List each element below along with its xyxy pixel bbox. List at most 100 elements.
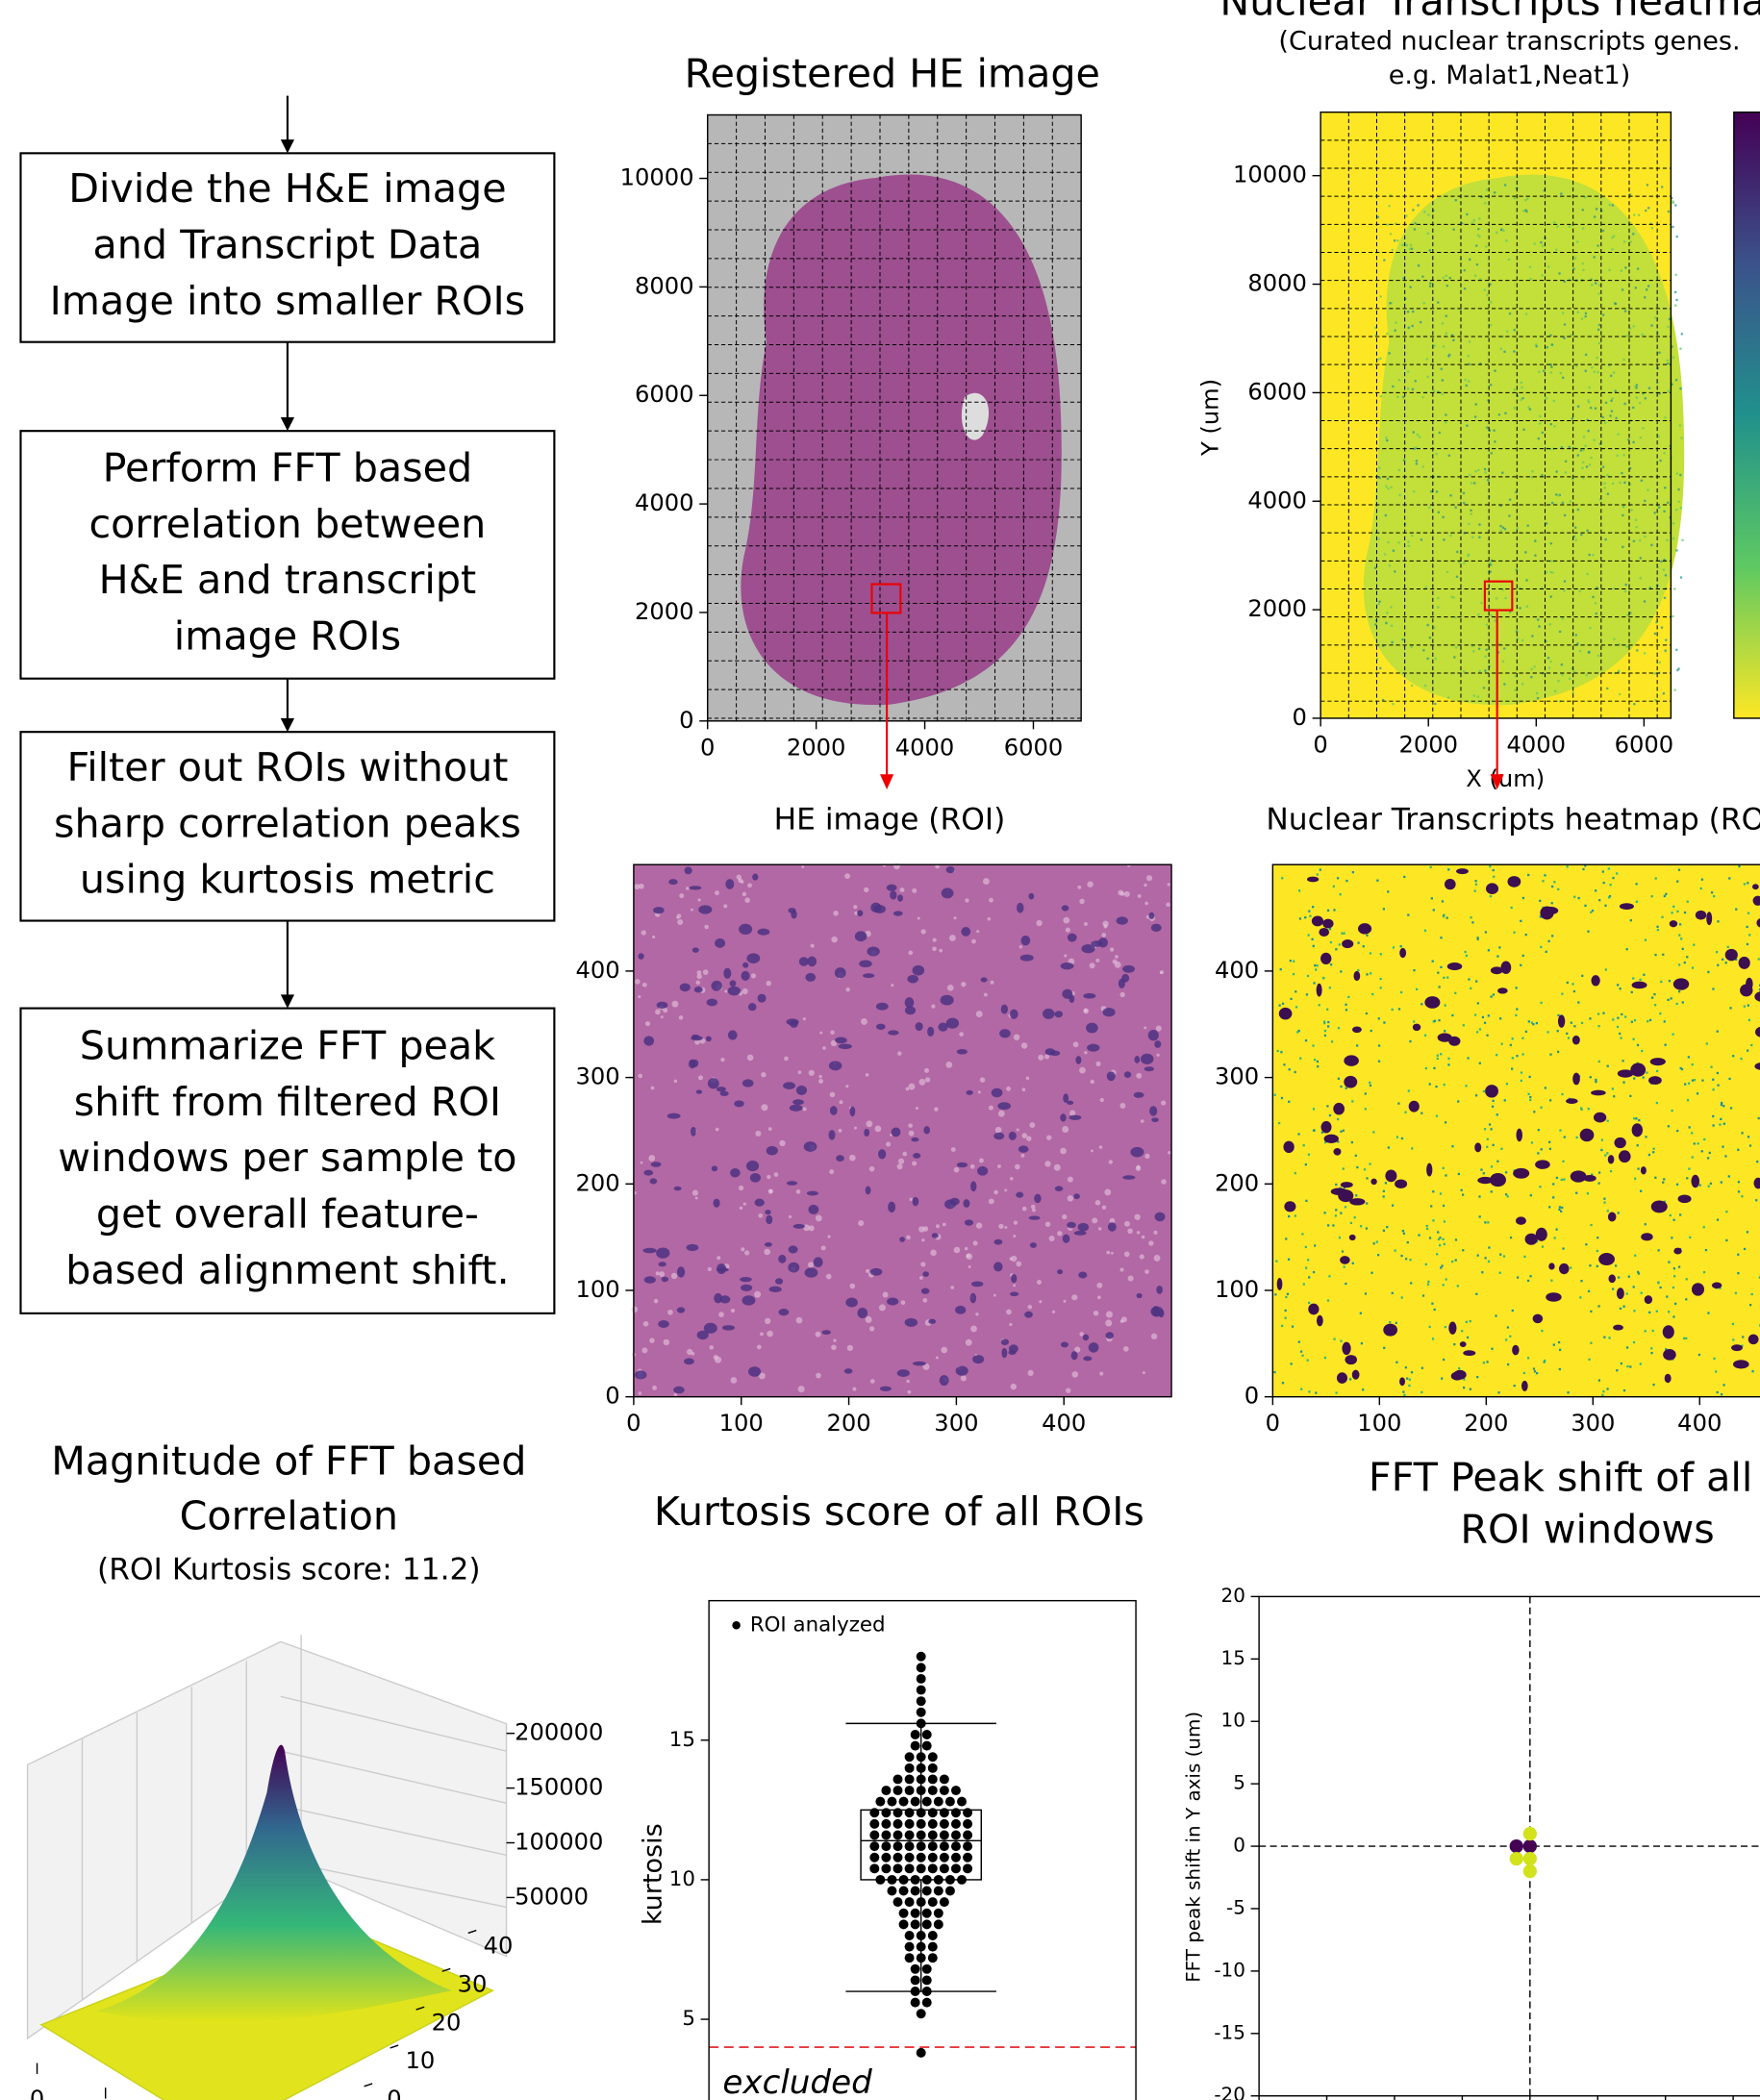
speck xyxy=(1442,345,1446,348)
speck xyxy=(1408,1384,1411,1388)
speck xyxy=(1428,249,1432,252)
speck xyxy=(1582,448,1585,452)
speck xyxy=(1619,481,1622,485)
speck xyxy=(1428,636,1432,639)
nucleus xyxy=(676,1307,686,1313)
speck xyxy=(1409,286,1412,288)
point xyxy=(881,1818,892,1829)
speck xyxy=(1467,554,1470,558)
speck xyxy=(1279,968,1282,971)
speck xyxy=(1514,688,1517,692)
speck xyxy=(1486,426,1489,429)
nucleus xyxy=(1283,1140,1295,1154)
texture xyxy=(756,1344,762,1350)
speck xyxy=(1588,553,1591,557)
y-tick-label: 6000 xyxy=(1247,378,1307,405)
texture xyxy=(784,1056,789,1062)
speck xyxy=(1626,1364,1629,1368)
nucleus xyxy=(1500,961,1512,974)
point xyxy=(927,1774,938,1785)
speck xyxy=(1307,1259,1310,1262)
texture xyxy=(988,1105,993,1111)
point xyxy=(869,1818,880,1829)
speck xyxy=(1386,477,1390,481)
speck xyxy=(1489,383,1493,387)
texture xyxy=(988,1198,994,1205)
speck xyxy=(1561,312,1565,314)
speck xyxy=(1469,1388,1472,1390)
speck xyxy=(1490,452,1494,455)
speck xyxy=(1444,1004,1446,1007)
point xyxy=(904,1897,915,1908)
y-tick xyxy=(441,1967,451,1972)
texture xyxy=(942,1222,946,1227)
texture xyxy=(989,897,993,903)
nucleus xyxy=(1507,876,1521,888)
nucleus xyxy=(1631,1123,1644,1138)
y-axis-label: Y (um) xyxy=(1196,379,1223,457)
speck xyxy=(1487,1260,1491,1263)
x-tick-label: 400 xyxy=(1042,1410,1086,1437)
speck xyxy=(1570,1266,1572,1269)
speck xyxy=(1625,1346,1629,1349)
speck xyxy=(1679,1066,1682,1070)
nucleus xyxy=(684,866,692,875)
speck xyxy=(1665,892,1668,895)
texture xyxy=(1092,1217,1098,1224)
speck xyxy=(1502,229,1505,233)
nucleus xyxy=(719,1090,729,1096)
speck xyxy=(1596,356,1598,360)
nucleus xyxy=(922,1271,929,1277)
speck xyxy=(1404,1258,1408,1261)
speck xyxy=(1507,258,1511,262)
speck xyxy=(1722,1384,1725,1387)
speck xyxy=(1480,601,1483,605)
nucleus xyxy=(783,1082,796,1089)
speck xyxy=(1741,1344,1744,1347)
speck xyxy=(1474,244,1478,247)
speck xyxy=(1504,412,1507,415)
texture xyxy=(935,1224,940,1229)
texture xyxy=(983,992,988,997)
texture xyxy=(971,938,976,944)
speck xyxy=(1622,358,1625,362)
nucleus xyxy=(739,923,753,936)
y-tick-label: 100 xyxy=(576,1276,620,1303)
speck xyxy=(1411,324,1414,328)
speck xyxy=(1563,337,1566,339)
speck xyxy=(1410,247,1414,251)
speck xyxy=(1557,493,1561,497)
speck xyxy=(1655,1101,1659,1105)
texture xyxy=(924,1077,931,1083)
nucleus xyxy=(661,1276,668,1283)
nucleus xyxy=(1662,1325,1674,1339)
texture xyxy=(865,1315,872,1323)
speck xyxy=(1451,1013,1454,1017)
texture xyxy=(939,948,943,953)
speck xyxy=(1356,1165,1359,1169)
speck xyxy=(1529,1194,1532,1197)
nucleus xyxy=(805,972,817,982)
speck xyxy=(1603,482,1606,485)
speck xyxy=(1304,916,1307,919)
speck xyxy=(1487,1221,1490,1224)
speck xyxy=(1616,1369,1619,1372)
speck xyxy=(1666,538,1669,542)
speck xyxy=(1520,963,1522,966)
speck xyxy=(1509,1043,1512,1046)
speck xyxy=(1644,938,1647,941)
speck xyxy=(1738,864,1741,868)
texture xyxy=(1161,1179,1167,1185)
speck xyxy=(1426,1283,1430,1286)
nucleus xyxy=(1614,1137,1626,1149)
speck xyxy=(1401,395,1405,399)
nucleus xyxy=(789,1104,803,1112)
speck xyxy=(1628,327,1632,330)
speck xyxy=(1478,669,1481,673)
speck xyxy=(1606,1210,1609,1212)
texture xyxy=(1013,1220,1018,1225)
speck xyxy=(1593,215,1597,218)
point xyxy=(963,1852,973,1862)
nucleus xyxy=(746,953,761,963)
speck xyxy=(1606,687,1609,690)
